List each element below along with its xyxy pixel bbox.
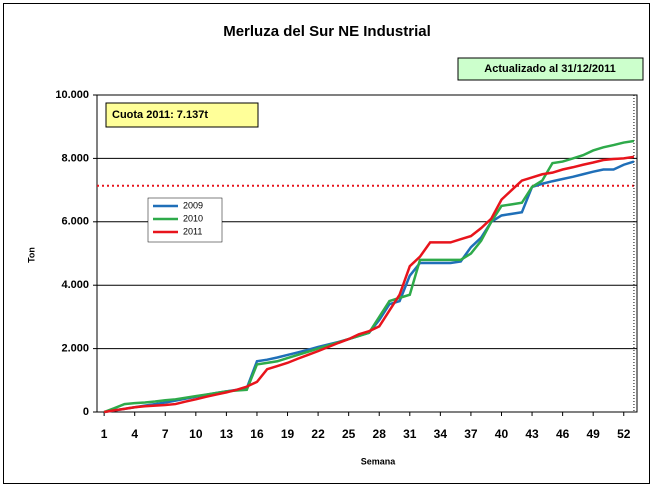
- y-tick-label: 4.000: [61, 279, 89, 291]
- y-tick-label: 2.000: [61, 343, 89, 355]
- x-tick-label: 52: [617, 427, 631, 441]
- x-tick-label: 31: [403, 427, 417, 441]
- quota-note: Cuota 2011: 7.137t: [112, 109, 208, 121]
- x-tick-label: 40: [495, 427, 509, 441]
- x-tick-label: 7: [162, 427, 169, 441]
- plot-area: [96, 94, 638, 413]
- x-tick-label: 4: [131, 427, 138, 441]
- y-tick-label: 10.000: [55, 89, 89, 101]
- update-box: [457, 57, 644, 81]
- x-tick-label: 34: [434, 427, 448, 441]
- x-tick-label: 13: [220, 427, 234, 441]
- y-tick-label: 8.000: [61, 152, 89, 164]
- x-tick-label: 43: [525, 427, 539, 441]
- x-tick-label: 19: [281, 427, 295, 441]
- x-tick-label: 22: [311, 427, 325, 441]
- x-tick-label: 49: [587, 427, 601, 441]
- x-tick-label: 25: [342, 427, 356, 441]
- x-axis-label: Semana: [361, 456, 397, 466]
- chart-title: Merluza del Sur NE Industrial: [223, 23, 431, 40]
- x-tick-label: 1: [101, 427, 108, 441]
- y-tick-label: 0: [83, 406, 89, 418]
- legend-label: 2010: [183, 213, 203, 223]
- quota-box: [105, 102, 259, 128]
- x-tick-label: 37: [464, 427, 478, 441]
- y-axis-label: Ton: [26, 247, 36, 263]
- series-line: [103, 155, 635, 414]
- legend-label: 2011: [183, 226, 202, 236]
- legend-label: 2009: [183, 200, 203, 210]
- x-tick-label: 46: [556, 427, 570, 441]
- x-tick-label: 28: [373, 427, 387, 441]
- x-tick-label: 10: [189, 427, 203, 441]
- x-tick-label: 16: [250, 427, 264, 441]
- y-tick-label: 6.000: [61, 216, 89, 228]
- update-note: Actualizado al 31/12/2011: [484, 63, 615, 75]
